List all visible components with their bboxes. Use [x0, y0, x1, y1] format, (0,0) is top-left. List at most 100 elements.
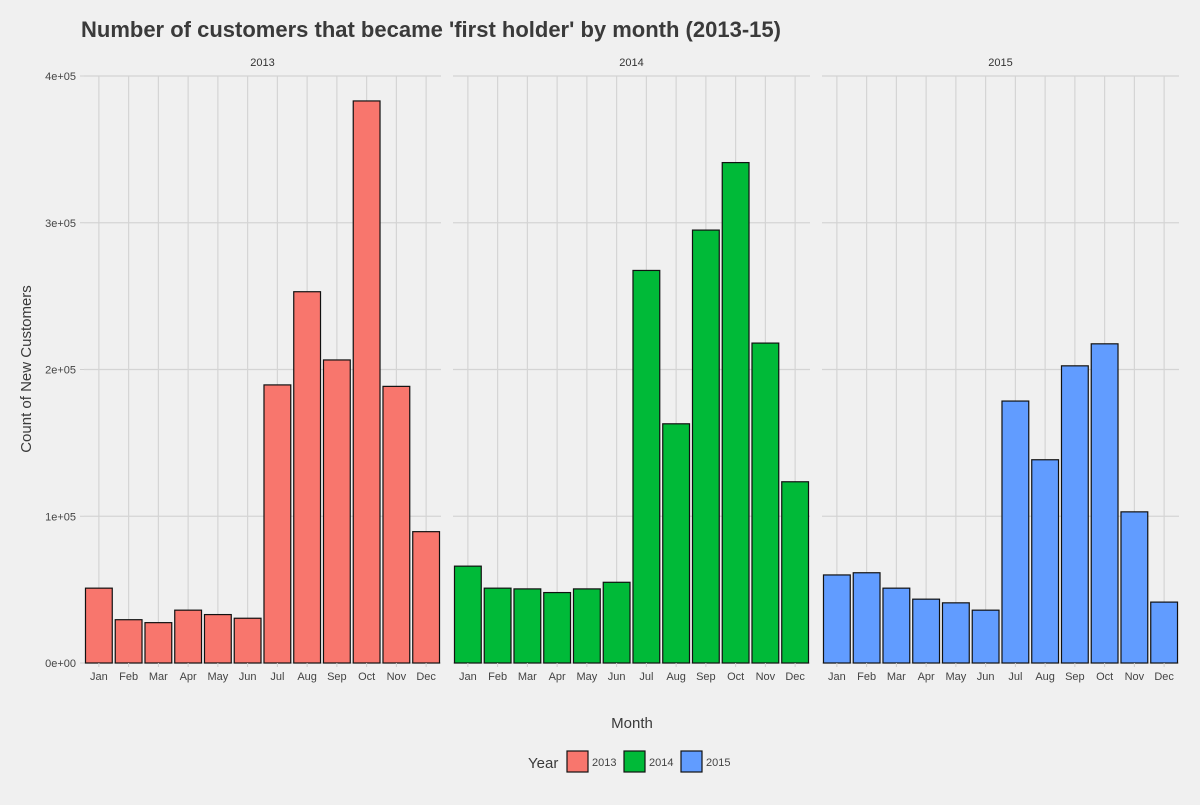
y-tick-label: 4e+05 — [45, 71, 76, 83]
bar-2014-jan — [453, 565, 482, 664]
bar-2015-jul — [1001, 400, 1030, 664]
x-tick-label: Mar — [149, 671, 168, 683]
bar-2015-nov — [1120, 511, 1149, 664]
bar-2013-mar — [144, 622, 173, 664]
x-tick-label: Sep — [327, 671, 347, 683]
x-tick-label: Dec — [1154, 671, 1174, 683]
legend-item-2015: 2015 — [680, 750, 730, 773]
x-tick-label: Feb — [488, 671, 507, 683]
bar-2015-sep — [1060, 365, 1089, 664]
x-tick-label: May — [207, 671, 228, 683]
x-tick-label: Feb — [119, 671, 138, 683]
bar-2014-aug — [662, 423, 691, 664]
x-tick-label: May — [576, 671, 597, 683]
legend-swatch — [566, 750, 589, 773]
bar-2014-sep — [691, 229, 720, 664]
x-tick-label: Nov — [1125, 671, 1145, 683]
bar-2013-dec — [412, 531, 441, 664]
x-tick-label: Jul — [1008, 671, 1022, 683]
x-tick-label: Jul — [639, 671, 653, 683]
y-tick-label: 2e+05 — [45, 365, 76, 377]
bar-2015-mar — [882, 587, 911, 664]
panel-strip-label: 2014 — [619, 57, 643, 69]
x-tick-label: Nov — [756, 671, 776, 683]
x-tick-label: Dec — [785, 671, 805, 683]
panel-strip-label: 2013 — [250, 57, 274, 69]
x-tick-label: Apr — [549, 671, 566, 683]
bar-2013-may — [203, 613, 232, 664]
x-tick-label: May — [945, 671, 966, 683]
bar-2015-feb — [852, 572, 881, 664]
x-tick-label: Oct — [1096, 671, 1113, 683]
bar-2014-jun — [602, 581, 631, 664]
bar-2015-oct — [1090, 343, 1119, 664]
bar-2013-jun — [233, 617, 262, 664]
x-tick-label: Mar — [518, 671, 537, 683]
bar-2013-aug — [293, 291, 322, 664]
x-tick-label: Feb — [857, 671, 876, 683]
x-tick-label: Jun — [977, 671, 995, 683]
panel-2015: 2015 Jan Feb Mar Apr May Jun Jul Aug Sep Oct Nov Dec — [822, 57, 1179, 683]
bar-2015-jun — [971, 609, 1000, 664]
x-tick-label: Dec — [416, 671, 436, 683]
bar-2013-sep — [322, 359, 351, 664]
legend-item-2014: 2014 — [623, 750, 673, 773]
x-tick-label: Jan — [459, 671, 477, 683]
legend-swatch — [623, 750, 646, 773]
x-tick-label: Nov — [387, 671, 407, 683]
x-tick-label: Apr — [918, 671, 935, 683]
bar-2013-oct — [352, 100, 381, 664]
bar-2013-apr — [174, 609, 203, 664]
x-tick-label: Jun — [239, 671, 257, 683]
x-tick-label: Jul — [270, 671, 284, 683]
y-tick-label: 1e+05 — [45, 511, 76, 523]
bar-2014-mar — [513, 588, 542, 664]
x-tick-label: Jan — [90, 671, 108, 683]
legend-label: 2015 — [706, 757, 730, 769]
bar-2015-may — [941, 602, 970, 664]
x-tick-label: Oct — [727, 671, 744, 683]
bar-2014-jul — [632, 269, 661, 664]
bar-2013-nov — [382, 385, 411, 664]
bar-2014-apr — [543, 591, 572, 664]
bar-2013-jul — [263, 384, 292, 664]
panel-2014: 2014 Jan Feb Mar Apr May Jun Jul Aug Sep Oct Nov Dec — [453, 57, 810, 683]
bar-2013-jan — [84, 587, 113, 664]
x-tick-label: Apr — [180, 671, 197, 683]
bar-2015-aug — [1031, 459, 1060, 664]
x-tick-label: Jan — [828, 671, 846, 683]
legend-label: 2013 — [592, 757, 616, 769]
legend-title: Year — [528, 755, 558, 772]
y-tick-label: 0e+00 — [45, 658, 76, 670]
bar-2015-dec — [1150, 601, 1179, 664]
legend-swatch — [680, 750, 703, 773]
legend-label: 2014 — [649, 757, 673, 769]
x-tick-label: Oct — [358, 671, 375, 683]
bar-2014-feb — [483, 587, 512, 664]
bar-2014-dec — [781, 481, 810, 664]
y-axis-label: Count of New Customers — [18, 285, 35, 453]
legend: Year 2013 2014 2015 — [528, 750, 730, 773]
x-tick-label: Aug — [297, 671, 317, 683]
x-axis-label: Month — [611, 715, 653, 732]
bar-2015-jan — [822, 574, 851, 664]
bar-2014-may — [572, 588, 601, 664]
x-tick-label: Aug — [666, 671, 686, 683]
bar-2014-nov — [751, 342, 780, 664]
panel-strip-label: 2015 — [988, 57, 1012, 69]
chart-title: Number of customers that became 'first h… — [81, 17, 781, 42]
x-tick-label: Jun — [608, 671, 626, 683]
x-tick-label: Sep — [1065, 671, 1085, 683]
bar-2014-oct — [721, 161, 750, 664]
bar-2015-apr — [912, 598, 941, 664]
x-tick-label: Aug — [1035, 671, 1055, 683]
y-tick-label: 3e+05 — [45, 218, 76, 230]
bar-2013-feb — [114, 619, 143, 664]
panel-2013: 2013 Jan Feb Mar Apr May Jun Jul Aug Sep Oct Nov Dec — [84, 57, 441, 683]
x-tick-label: Mar — [887, 671, 906, 683]
x-tick-label: Sep — [696, 671, 716, 683]
legend-item-2013: 2013 — [566, 750, 616, 773]
panels: 0e+00 1e+05 2e+05 3e+05 4e+05 2013 Jan Feb Mar Ap… — [45, 57, 1179, 683]
